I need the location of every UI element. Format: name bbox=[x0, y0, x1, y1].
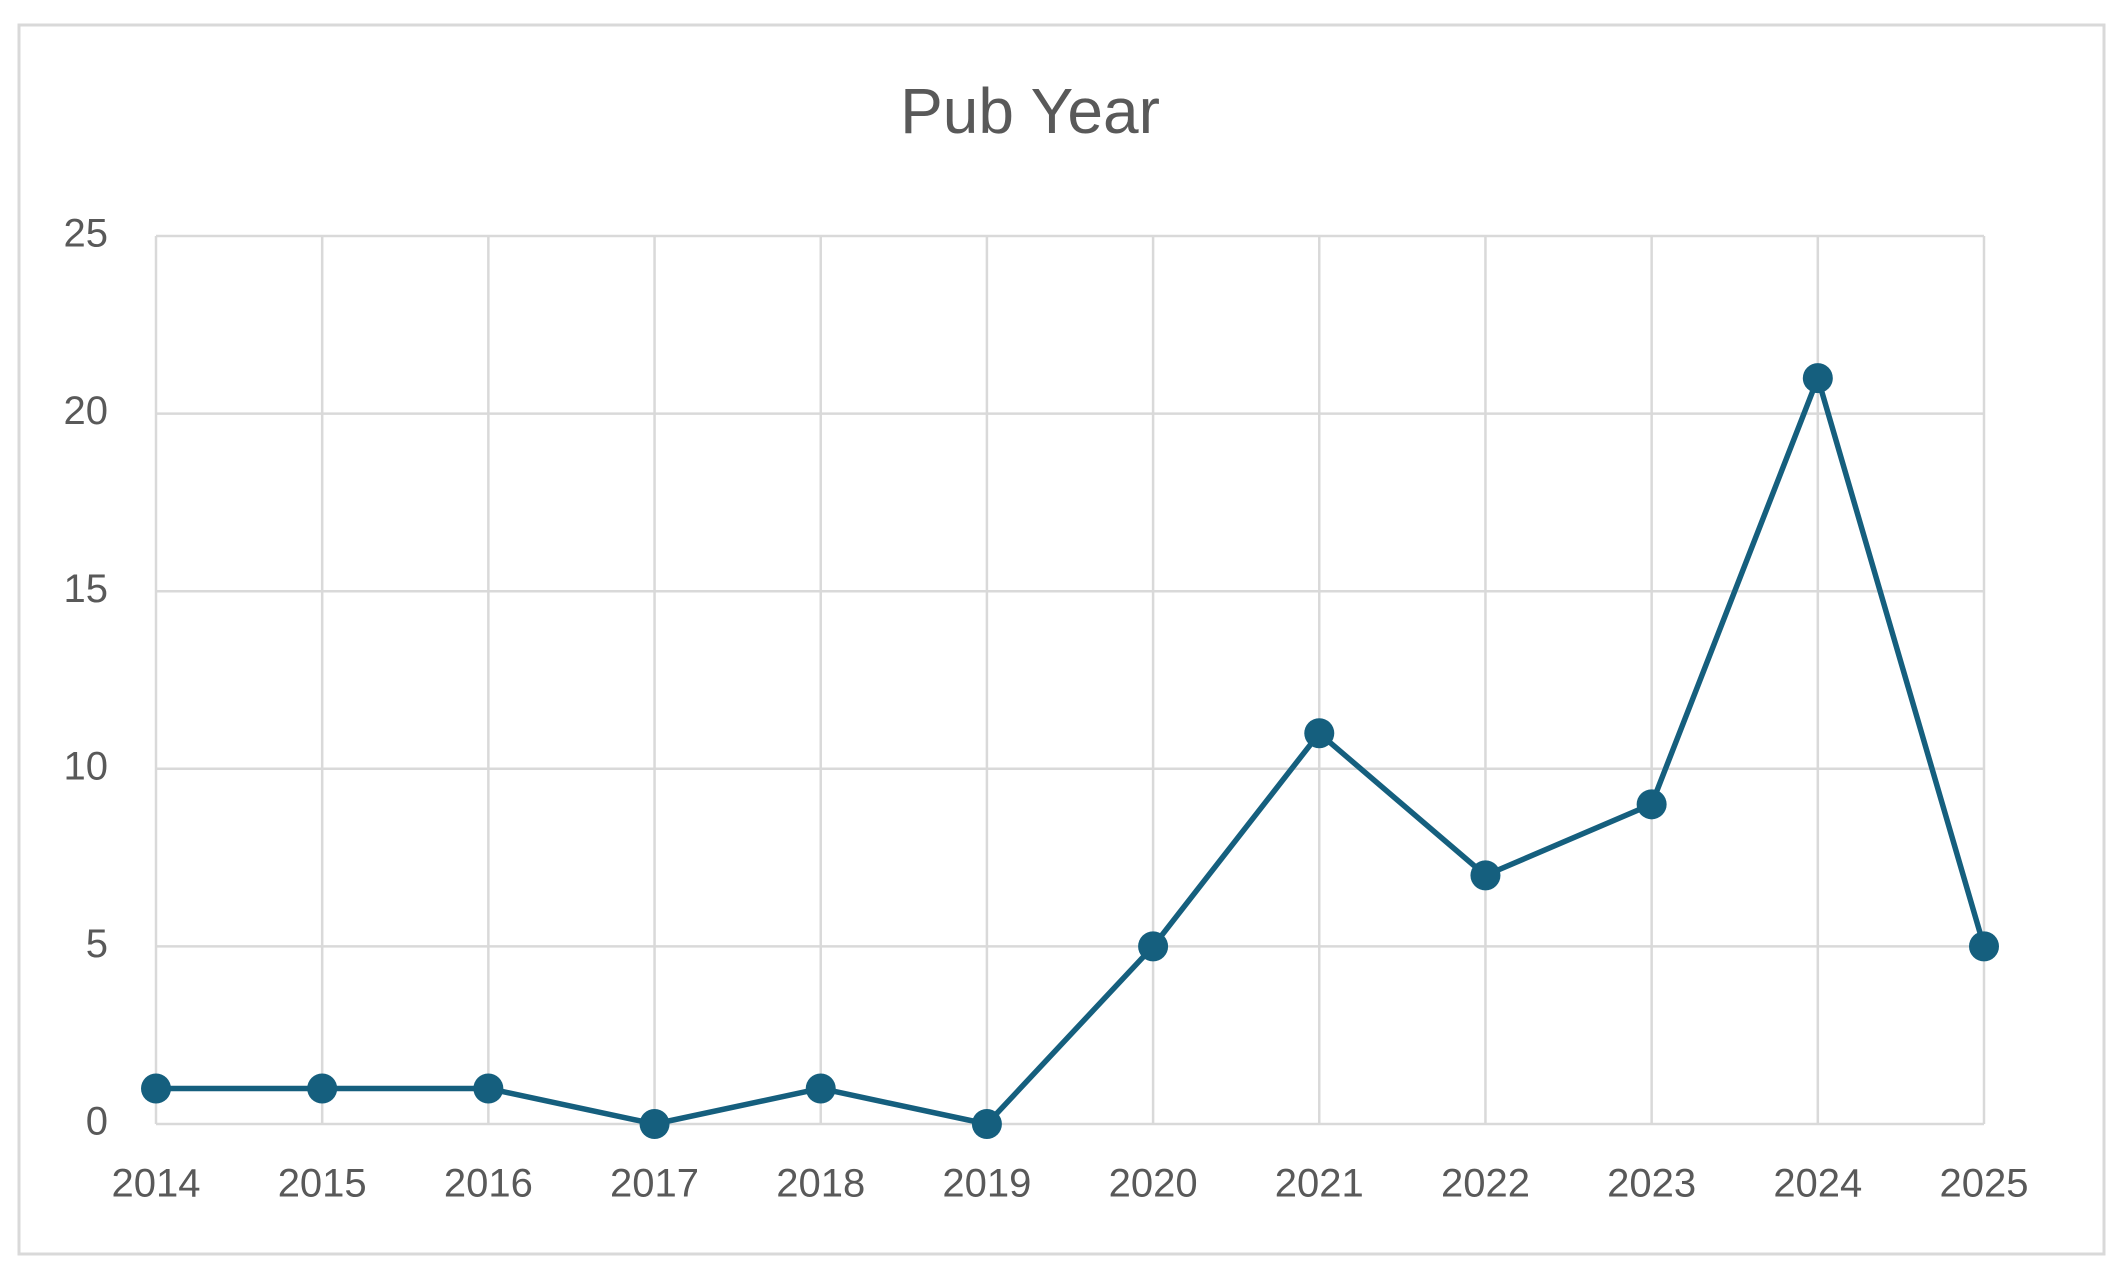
data-point bbox=[805, 1073, 836, 1104]
x-tick-label: 2022 bbox=[1441, 1162, 1530, 1206]
y-tick-label: 20 bbox=[64, 389, 109, 433]
data-line bbox=[156, 375, 1987, 1127]
x-tick-label: 2016 bbox=[444, 1162, 533, 1206]
chart-border bbox=[17, 23, 2106, 1256]
data-point bbox=[971, 1109, 1002, 1139]
x-tick-label: 2025 bbox=[1940, 1162, 2029, 1206]
data-point bbox=[141, 1073, 171, 1104]
data-point bbox=[639, 1109, 670, 1139]
data-point bbox=[1969, 931, 1999, 962]
data-point bbox=[1138, 931, 1169, 962]
x-tick-label: 2019 bbox=[942, 1162, 1031, 1206]
y-tick-label: 10 bbox=[64, 744, 109, 788]
y-tick-label: 15 bbox=[64, 567, 109, 611]
x-tick-label: 2017 bbox=[610, 1162, 699, 1206]
data-point bbox=[1802, 363, 1833, 394]
x-tick-label: 2024 bbox=[1773, 1162, 1862, 1206]
x-tick-label: 2023 bbox=[1607, 1162, 1696, 1206]
y-tick-label: 5 bbox=[86, 922, 108, 966]
x-tick-label: 2021 bbox=[1275, 1162, 1364, 1206]
x-tick-label: 2015 bbox=[278, 1162, 367, 1206]
x-tick-label: 2018 bbox=[776, 1162, 865, 1206]
data-point bbox=[473, 1073, 504, 1104]
data-point bbox=[1304, 718, 1335, 749]
data-point bbox=[307, 1073, 338, 1104]
data-point bbox=[1470, 860, 1501, 891]
y-tick-label: 25 bbox=[64, 212, 109, 256]
chart-title: Pub Year bbox=[900, 75, 1160, 147]
x-tick-label: 2020 bbox=[1109, 1162, 1198, 1206]
data-point bbox=[1636, 789, 1667, 820]
y-tick-label: 0 bbox=[86, 1100, 108, 1144]
x-tick-label: 2014 bbox=[112, 1162, 201, 1206]
